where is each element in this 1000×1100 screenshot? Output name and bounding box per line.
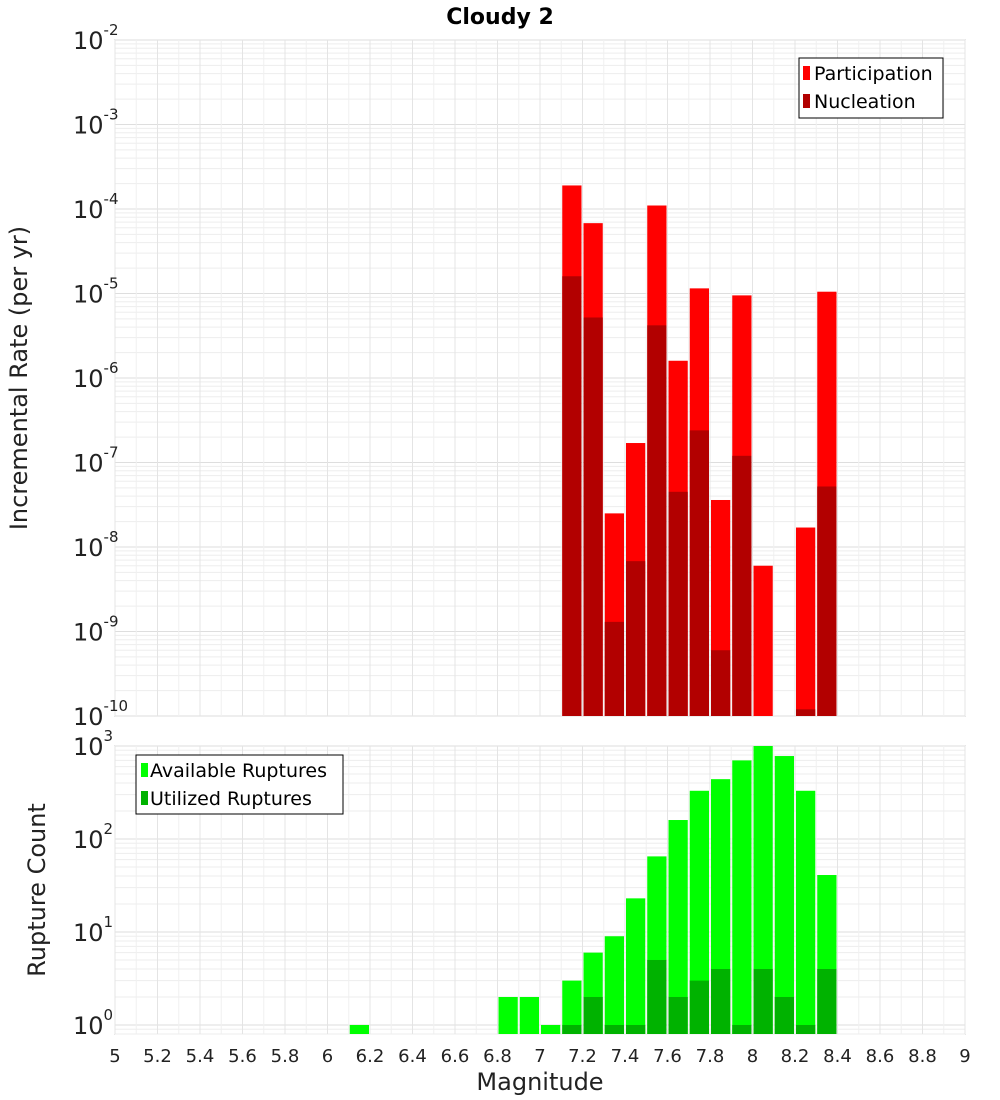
bar-available-ruptures	[498, 996, 518, 1034]
legend-label-utilized: Utilized Ruptures	[150, 788, 312, 810]
rate-bars	[562, 185, 837, 717]
rate-y-tick-label: 10-4	[73, 190, 119, 224]
x-tick-label: 8	[747, 1046, 758, 1067]
rate-y-tick-label: 10-8	[73, 528, 119, 562]
bar-utilized-ruptures	[732, 1024, 752, 1034]
bar-available-ruptures	[796, 790, 816, 1034]
legend-swatch-nucleation	[803, 94, 810, 108]
count-y-tick-label: 102	[73, 820, 113, 854]
bar-utilized-ruptures	[753, 968, 773, 1034]
bar-nucleation	[647, 325, 667, 716]
rate-y-tick-label: 10-9	[73, 613, 119, 647]
rate-y-ticks: 10-2 10-3 10-4 10-5 10-6 10-7 10-8 10-9 10-10	[73, 21, 128, 731]
count-panel: 103 102 101 100 5 5.2 5.4 5.6 5.8 6 6.2 6.4 6.6 6.8 7…	[23, 727, 971, 1096]
x-tick-label: 5.2	[143, 1046, 172, 1067]
x-tick-label: 7	[534, 1046, 545, 1067]
bar-available-ruptures	[562, 980, 582, 1034]
x-tick-label: 9	[959, 1046, 970, 1067]
count-legend-box	[135, 754, 344, 815]
bar-available-ruptures	[689, 790, 709, 1034]
legend-swatch-available	[141, 763, 148, 777]
legend-label-nucleation: Nucleation	[814, 91, 916, 113]
bar-utilized-ruptures	[583, 996, 603, 1034]
bar-available-ruptures	[349, 1024, 369, 1034]
rate-y-tick-label: 10-2	[73, 21, 119, 55]
x-tick-label: 6.2	[356, 1046, 385, 1067]
bar-utilized-ruptures	[626, 1024, 646, 1034]
count-bars	[349, 746, 837, 1034]
bar-nucleation	[817, 486, 837, 716]
rate-y-tick-label: 10-7	[73, 444, 119, 478]
rate-y-tick-label: 10-6	[73, 359, 119, 393]
bar-utilized-ruptures	[796, 1024, 816, 1034]
bar-utilized-ruptures	[647, 959, 667, 1034]
bar-nucleation	[583, 317, 603, 716]
x-tick-label: 5.4	[186, 1046, 215, 1067]
rate-y-axis-label: Incremental Rate (per yr)	[5, 226, 33, 530]
rate-y-tick-label: 10-3	[73, 106, 119, 140]
legend-swatch-utilized	[141, 791, 148, 805]
x-tick-label: 8.2	[781, 1046, 810, 1067]
x-tick-label: 6.4	[398, 1046, 427, 1067]
count-y-ticks: 103 102 101 100	[73, 727, 113, 1040]
bar-available-ruptures	[732, 760, 752, 1034]
bar-nucleation	[562, 276, 582, 716]
bar-available-ruptures	[668, 820, 688, 1034]
bar-participation	[796, 527, 816, 716]
x-tick-label: 7.2	[568, 1046, 597, 1067]
rate-legend-box	[798, 57, 944, 119]
bar-utilized-ruptures	[711, 968, 731, 1034]
bar-nucleation	[626, 561, 646, 716]
chart-title: Cloudy 2	[446, 5, 554, 30]
x-tick-label: 8.6	[866, 1046, 895, 1067]
bar-nucleation	[732, 455, 752, 716]
bar-utilized-ruptures	[817, 968, 837, 1034]
bar-utilized-ruptures	[668, 996, 688, 1034]
bar-nucleation	[711, 650, 731, 716]
bar-available-ruptures	[604, 936, 624, 1034]
x-tick-label: 7.8	[696, 1046, 725, 1067]
count-y-axis-label: Rupture Count	[23, 803, 51, 977]
bar-nucleation	[604, 621, 624, 716]
bar-nucleation	[689, 430, 709, 716]
bar-available-ruptures	[541, 1024, 561, 1034]
rate-y-tick-label: 10-10	[73, 697, 128, 731]
bar-available-ruptures	[753, 746, 773, 1034]
bar-nucleation	[668, 491, 688, 716]
count-y-tick-label: 103	[73, 727, 113, 761]
legend-label-participation: Participation	[814, 63, 933, 85]
x-tick-label: 6.8	[483, 1046, 512, 1067]
legend-swatch-participation	[803, 66, 810, 80]
legend-label-available: Available Ruptures	[150, 760, 327, 782]
x-tick-label: 5.6	[228, 1046, 257, 1067]
rate-grid	[114, 39, 966, 717]
count-y-tick-label: 100	[73, 1006, 113, 1040]
bar-available-ruptures	[774, 756, 794, 1034]
bar-utilized-ruptures	[562, 1024, 582, 1034]
bar-available-ruptures	[519, 996, 539, 1034]
bar-utilized-ruptures	[774, 996, 794, 1034]
rate-panel: 10-2 10-3 10-4 10-5 10-6 10-7 10-8 10-9 10-10 In…	[5, 21, 966, 731]
x-tick-label: 5.8	[271, 1046, 300, 1067]
rate-y-tick-label: 10-5	[73, 275, 119, 309]
x-tick-label: 5	[109, 1046, 120, 1067]
bar-nucleation	[796, 709, 816, 716]
x-tick-label: 7.4	[611, 1046, 640, 1067]
x-tick-label: 8.4	[823, 1046, 852, 1067]
magnitude-x-axis-label: Magnitude	[476, 1068, 603, 1096]
x-tick-label: 6.6	[441, 1046, 470, 1067]
bar-available-ruptures	[626, 898, 646, 1034]
bar-utilized-ruptures	[689, 980, 709, 1034]
x-tick-label: 8.8	[908, 1046, 937, 1067]
count-legend: Available Ruptures Utilized Ruptures	[135, 754, 344, 815]
bar-participation	[753, 565, 773, 716]
bar-utilized-ruptures	[604, 1024, 624, 1034]
count-y-tick-label: 101	[73, 913, 113, 947]
x-tick-label: 7.6	[653, 1046, 682, 1067]
rate-legend: Participation Nucleation	[798, 57, 944, 119]
magnitude-x-ticks: 5 5.2 5.4 5.6 5.8 6 6.2 6.4 6.6 6.8 7 7.2 7.4 7.6 7.8 8…	[109, 1046, 970, 1067]
x-tick-label: 6	[322, 1046, 333, 1067]
